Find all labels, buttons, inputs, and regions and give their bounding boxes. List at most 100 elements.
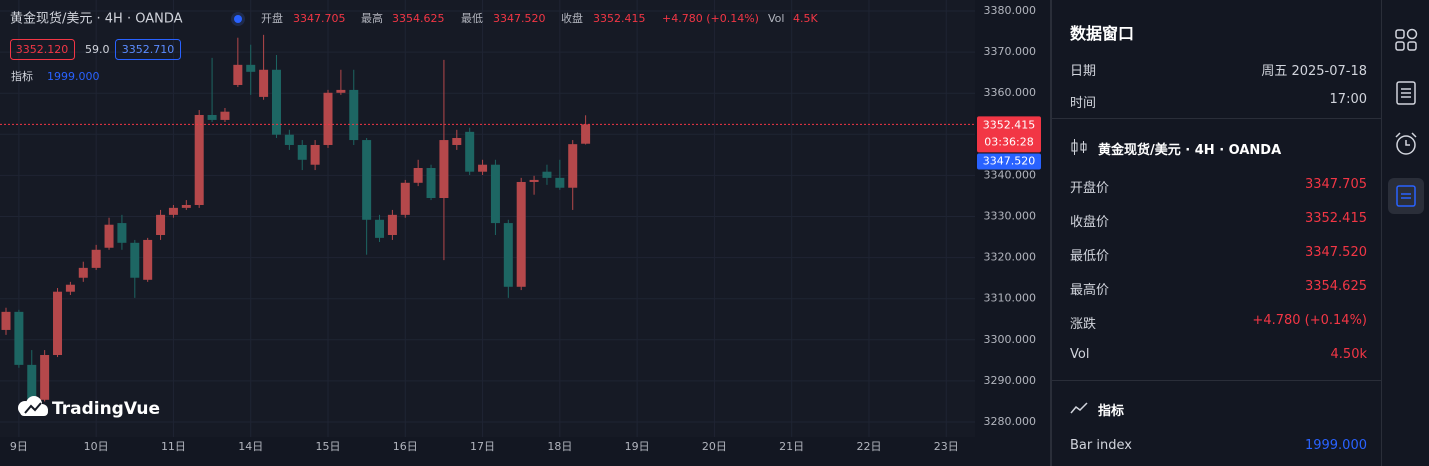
candle-body: [207, 114, 217, 120]
candle-body: [555, 177, 565, 188]
ohlc-value: 3354.625: [392, 12, 445, 25]
chart: 黄金现货/美元 · 4H · OANDA 开盘 3347.705 最高 3354…: [0, 0, 1047, 466]
candle-body: [362, 140, 372, 220]
candle-body: [349, 89, 359, 141]
row-value: 1999.000: [1304, 438, 1367, 453]
candle-body: [529, 179, 539, 182]
y-tick-label: 3330.000: [984, 210, 1037, 223]
x-tick-label: 17日: [470, 440, 495, 453]
row-label: Vol: [1070, 347, 1090, 362]
logo-icon: [18, 396, 48, 416]
x-tick-label: 20日: [702, 440, 727, 453]
row-value: 周五 2025-07-18: [1261, 64, 1367, 79]
x-tick-label: 22日: [856, 440, 881, 453]
alarm-button[interactable]: [1392, 130, 1420, 158]
x-tick-label: 16日: [393, 440, 418, 453]
x-tick-label: 14日: [238, 440, 263, 453]
y-tick-label: 3380.000: [984, 4, 1037, 17]
candle-body: [336, 89, 346, 93]
list-button[interactable]: [1392, 79, 1420, 107]
candle-body: [130, 242, 140, 278]
candle-body: [271, 69, 281, 135]
row-label: 最低价: [1070, 249, 1110, 264]
candle-body: [220, 111, 230, 120]
data-window-button[interactable]: [1392, 182, 1420, 210]
candle-body: [233, 64, 243, 85]
candle-body: [439, 140, 449, 199]
candle-body: [413, 168, 423, 183]
candle-body: [168, 207, 178, 215]
row-label: 日期: [1070, 64, 1097, 79]
y-tick-label: 3310.000: [984, 292, 1037, 305]
row-value: 3347.520: [1304, 245, 1367, 260]
x-tick-label: 23日: [934, 440, 959, 453]
candle-body: [246, 64, 256, 72]
data-window: 数据窗口 日期 周五 2025-07-18 时间 17:00 黄金现货/美元 ·…: [1050, 0, 1382, 466]
candle-body: [387, 214, 397, 235]
row-label: 收盘价: [1070, 215, 1110, 230]
candle-body: [310, 144, 320, 165]
price-axis-background: [975, 0, 1047, 466]
badge: 59.0: [85, 43, 110, 56]
row-value: +4.780 (+0.14%): [1252, 313, 1367, 328]
candle-body: [104, 224, 114, 248]
badge: 3352.120: [16, 43, 69, 56]
countdown-label: 03:36:28: [984, 135, 1033, 148]
status-dot: [234, 15, 242, 23]
candle-body: [156, 214, 166, 235]
row-label: 涨跌: [1070, 317, 1097, 332]
y-tick-label: 3290.000: [984, 374, 1037, 387]
candle-body: [27, 364, 37, 400]
candle-body: [452, 137, 462, 145]
row-value: 17:00: [1329, 92, 1367, 107]
candle-body: [91, 249, 101, 268]
last-price-tag: [977, 116, 1041, 153]
x-tick-label: 21日: [779, 440, 804, 453]
candle-body: [542, 171, 552, 178]
candle-body: [568, 144, 578, 188]
last-price-label: 3352.415: [983, 118, 1036, 131]
candle-body: [194, 114, 204, 205]
candle-body: [490, 164, 500, 224]
panel-indicator-title: 指标: [1098, 404, 1125, 419]
row-label: 最高价: [1070, 283, 1110, 298]
vol-value: 4.5K: [793, 12, 818, 25]
candle-body: [503, 223, 513, 287]
candle-body: [14, 311, 24, 365]
ohlc-value: 3347.705: [293, 12, 346, 25]
candle-body: [53, 291, 63, 356]
plot-background: [0, 0, 975, 437]
candle-body: [465, 131, 475, 172]
candle-body: [375, 219, 385, 238]
row-value: 3354.625: [1304, 279, 1367, 294]
indicator-label: 指标: [11, 69, 33, 83]
layout-button[interactable]: [1392, 26, 1420, 54]
ohlc-value: 3352.415: [593, 12, 646, 25]
toolbar: [1381, 0, 1429, 466]
candle-body: [40, 355, 50, 400]
separator: [1052, 380, 1382, 381]
badge-box: [115, 39, 181, 60]
low-price-tag: [977, 153, 1041, 170]
x-tick-label: 10日: [84, 440, 109, 453]
y-tick-label: 3360.000: [984, 86, 1037, 99]
candle-body: [1, 311, 11, 330]
ohlc-label: 最低: [461, 12, 483, 25]
y-tick-label: 3280.000: [984, 415, 1037, 428]
candle-body: [426, 168, 436, 199]
time-axis-background: [0, 437, 975, 466]
candle-body: [259, 69, 269, 97]
separator: [1052, 118, 1382, 119]
x-tick-label: 15日: [316, 440, 341, 453]
candle-body: [581, 124, 591, 144]
low-price-label: 3347.520: [983, 154, 1036, 167]
candle-body: [516, 181, 526, 287]
row-value: 4.50k: [1330, 347, 1367, 362]
logo-text: TradingVue: [52, 399, 160, 419]
candle-body: [65, 284, 75, 292]
x-tick-label: 19日: [625, 440, 650, 453]
symbol-title: 黄金现货/美元 · 4H · OANDA: [10, 11, 183, 27]
ohlc-value: 3347.520: [493, 12, 546, 25]
